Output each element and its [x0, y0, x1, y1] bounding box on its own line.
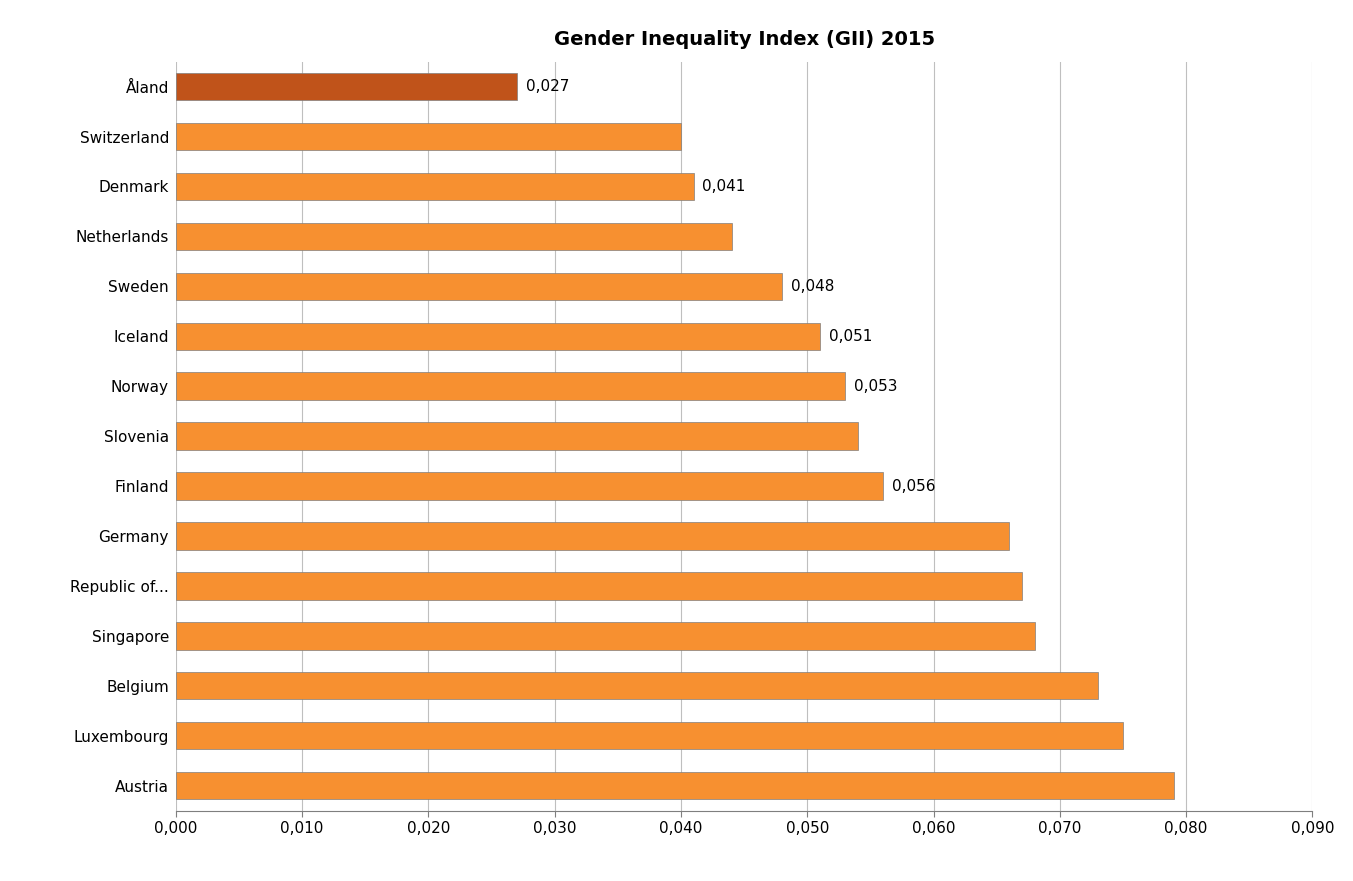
Text: 0,056: 0,056	[892, 478, 935, 493]
Text: 0,041: 0,041	[702, 179, 746, 194]
Bar	[176, 223, 732, 250]
Bar	[176, 722, 1123, 750]
Bar	[176, 122, 681, 151]
Title: Gender Inequality Index (GII) 2015: Gender Inequality Index (GII) 2015	[553, 30, 935, 49]
Bar	[176, 322, 820, 350]
Bar	[176, 173, 694, 200]
Text: 0,048: 0,048	[792, 278, 835, 294]
Bar	[176, 373, 846, 400]
Bar	[176, 672, 1097, 700]
Bar	[176, 272, 782, 300]
Text: 0,051: 0,051	[829, 329, 873, 344]
Bar	[176, 73, 517, 100]
Bar	[176, 772, 1173, 799]
Bar	[176, 572, 1022, 600]
Bar	[176, 422, 858, 450]
Text: 0,053: 0,053	[854, 379, 897, 394]
Bar	[176, 522, 1009, 550]
Bar	[176, 622, 1035, 649]
Text: 0,027: 0,027	[526, 79, 570, 94]
Bar	[176, 472, 884, 500]
